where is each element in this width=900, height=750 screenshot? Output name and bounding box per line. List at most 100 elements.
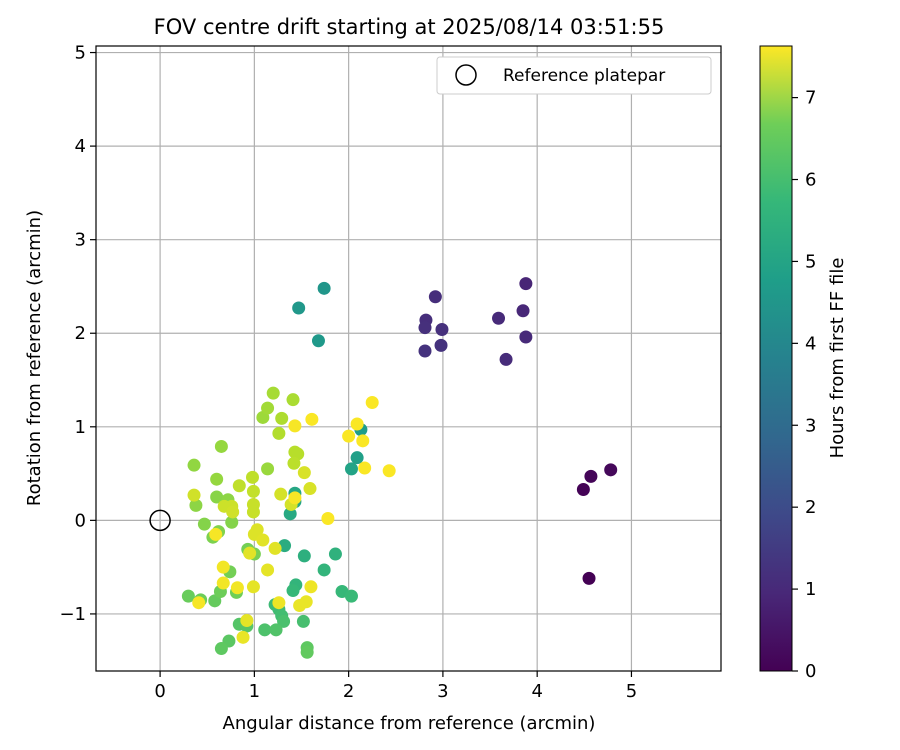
colorbar-tick-label: 6 [805,170,816,191]
data-point [232,479,246,493]
data-point [300,645,314,659]
data-point [216,576,230,590]
y-axis: −1 0 1 2 3 4 5 [59,43,96,625]
data-point [286,584,300,598]
y-tick-label: 3 [75,230,86,251]
data-point [304,580,318,594]
data-point [328,547,342,561]
data-point [246,505,260,519]
data-point [499,352,513,366]
x-tick-label: 2 [343,681,354,702]
data-point [287,456,301,470]
data-point [303,482,317,496]
colorbar-tick-label: 0 [805,661,816,682]
data-point [261,563,275,577]
x-axis: 0 1 2 3 4 5 [154,671,637,702]
colorbar-ticks: 0 1 2 3 4 5 6 7 [792,88,816,682]
data-point [261,401,275,415]
x-tick-label: 3 [437,681,448,702]
data-point [286,393,300,407]
data-point [350,451,364,465]
data-point [321,511,335,525]
y-tick-label: 4 [75,136,86,157]
data-point [261,462,275,476]
legend-label: Reference platepar [503,66,665,86]
data-point [243,546,257,560]
data-point [584,469,598,483]
data-point [305,412,319,426]
data-point [311,334,325,348]
data-point [246,484,260,498]
colorbar-tick-label: 2 [805,497,816,518]
data-point [288,491,302,505]
data-point [317,281,331,295]
chart-title: FOV centre drift starting at 2025/08/14 … [154,15,665,39]
data-point [288,419,302,433]
data-point [519,277,533,291]
x-tick-label: 4 [531,681,542,702]
colorbar-title: Hours from first FF file [827,258,848,459]
data-point [226,505,240,519]
data-point [256,533,270,547]
data-point [275,411,289,425]
data-point [225,515,239,529]
data-point [365,395,379,409]
y-tick-label: −1 [59,604,86,625]
y-tick-label: 2 [75,323,86,344]
data-point [299,595,313,609]
data-point [187,488,201,502]
reference-platepar-marker [149,509,171,532]
colorbar-tick-label: 5 [805,251,816,272]
data-point [245,470,259,484]
data-point [189,498,203,512]
data-point [240,613,254,627]
y-tick-label: 1 [75,417,86,438]
data-point [210,490,224,504]
data-point [342,429,356,443]
data-point [350,417,364,431]
colorbar-tick-label: 7 [805,88,816,109]
data-point [216,560,230,574]
data-point [382,464,396,478]
data-point [418,344,432,358]
data-point [418,321,432,335]
data-point [192,596,206,610]
x-tick-label: 1 [249,681,260,702]
data-point [317,563,331,577]
data-point [269,623,283,637]
data-point [210,472,224,486]
data-point [434,338,448,352]
data-point [582,571,596,585]
colorbar-tick-label: 4 [805,333,816,354]
data-point [516,304,530,318]
data-point [230,581,244,595]
data-point [208,594,222,608]
data-point [344,589,358,603]
data-point [428,290,442,304]
data-point [214,642,228,656]
data-point [492,311,506,325]
data-point [344,462,358,476]
data-point [214,439,228,453]
data-point [292,301,306,315]
grid [96,46,721,671]
data-point [297,466,311,480]
data-point [266,386,280,400]
plot-frame [95,45,722,672]
y-tick-label: 0 [75,510,86,531]
data-point [268,541,282,555]
data-point [274,487,288,501]
data-point [604,463,618,477]
data-point [187,458,201,472]
x-tick-label: 0 [154,681,165,702]
data-point [272,426,286,440]
data-point [197,517,211,531]
data-point [246,580,260,594]
colorbar: 0 1 2 3 4 5 6 7 Hours from first FF file [759,45,848,682]
data-point [258,623,272,637]
data-point [209,527,223,541]
data-point [181,589,195,603]
data-point [358,461,372,475]
legend: Reference platepar [436,56,712,95]
